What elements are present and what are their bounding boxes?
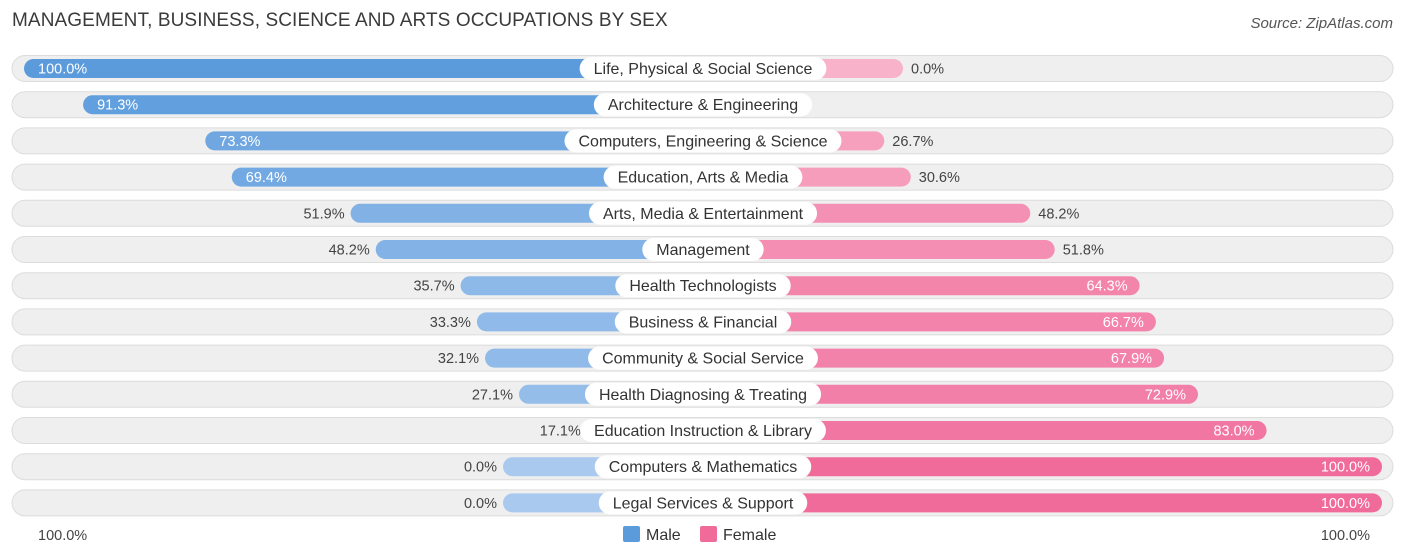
category-pill [603,165,803,189]
category-label: Business & Financial [629,314,778,331]
category-label: Education Instruction & Library [594,423,812,440]
female-value-label: 51.8% [1063,243,1104,259]
category-label: Health Technologists [629,278,776,295]
male-value-label: 51.9% [303,206,344,222]
female-value-label: 100.0% [1321,460,1370,476]
female-bar [703,493,1382,513]
category-pill [579,57,827,80]
male-bar [231,167,704,187]
female-bar [703,240,1055,259]
female-bar [703,276,1140,296]
female-value-label: 83.0% [1213,424,1254,440]
male-value-label: 33.3% [430,315,471,331]
category-label: Architecture & Engineering [608,97,798,114]
category-label: Life, Physical & Social Science [594,61,813,78]
category-pill [580,419,826,442]
female-value-label: 72.9% [1145,387,1186,403]
female-value-label: 64.3% [1086,279,1127,295]
category-pill [564,129,842,153]
category-label: Computers, Engineering & Science [578,133,827,150]
category-label: Community & Social Service [602,351,804,368]
legend-female-label: Female [723,527,776,544]
legend-female-swatch [700,526,717,542]
male-value-label: 17.1% [540,424,581,440]
female-value-label: 30.6% [919,170,960,186]
category-pill [593,93,813,117]
female-value-label: 48.2% [1038,206,1079,222]
category-pill [598,491,808,515]
male-value-label: 91.3% [97,98,138,114]
category-pill [584,382,822,406]
female-value-label: 100.0% [1321,496,1370,512]
male-bar [375,240,703,259]
male-value-label: 100.0% [38,62,87,78]
female-bar [703,312,1156,332]
male-bar [24,59,703,78]
male-value-label: 35.7% [413,279,454,295]
category-label: Legal Services & Support [613,495,794,512]
female-value-label: 67.9% [1111,351,1152,367]
female-bar [703,384,1198,404]
category-label: Education, Arts & Media [618,170,789,187]
male-bar [83,95,703,115]
category-pill [588,346,818,370]
male-value-label: 48.2% [329,243,370,259]
male-value-label: 69.4% [246,170,287,186]
chart-title: MANAGEMENT, BUSINESS, SCIENCE AND ARTS O… [12,10,668,31]
female-value-label: 66.7% [1103,315,1144,331]
legend-male-swatch [623,526,640,542]
axis-left-label: 100.0% [38,528,87,544]
category-pill [614,310,792,334]
category-pill [642,238,764,261]
category-label: Health Diagnosing & Treating [599,387,807,404]
male-value-label: 0.0% [464,496,497,512]
category-pill [594,455,812,479]
category-pill [588,201,818,225]
female-value-label: 26.7% [892,134,933,150]
male-value-label: 0.0% [464,460,497,476]
female-bar [703,421,1267,440]
chart-source: Source: ZipAtlas.com [1250,15,1393,32]
female-bar [703,348,1165,368]
category-pill [615,274,791,298]
category-label: Computers & Mathematics [609,459,798,476]
legend-male-label: Male [646,527,681,544]
axis-right-label: 100.0% [1321,528,1370,544]
male-value-label: 73.3% [219,134,260,150]
female-value-label: 0.0% [911,62,944,78]
category-label: Arts, Media & Entertainment [603,206,804,223]
category-label: Management [656,242,750,259]
male-value-label: 27.1% [472,387,513,403]
male-value-label: 32.1% [438,351,479,367]
female-bar [703,457,1382,477]
